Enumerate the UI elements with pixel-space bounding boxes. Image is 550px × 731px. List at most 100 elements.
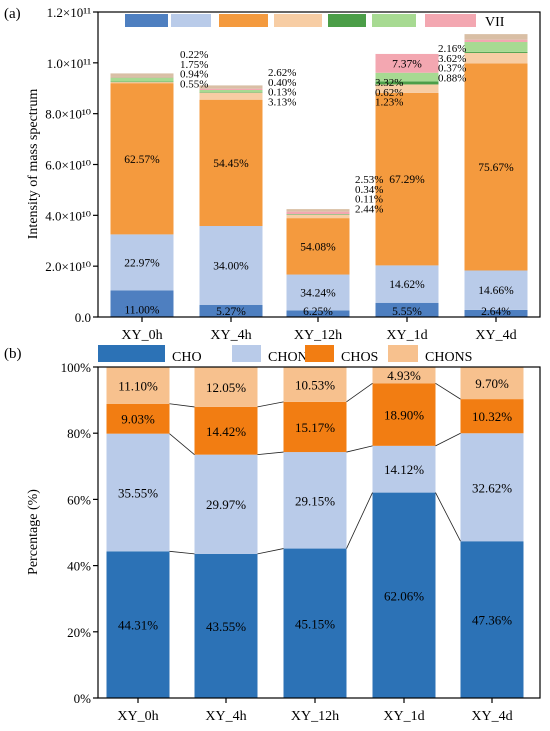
data-label: 9.70% [475, 376, 509, 391]
annotation-label: 2.62% [268, 67, 296, 79]
legend-swatch [305, 345, 334, 362]
data-label: 2.64% [481, 306, 511, 318]
annotation-label: 2.44% [355, 203, 383, 215]
bar-chon-xy_1d [372, 445, 436, 493]
data-label: 45.15% [295, 616, 335, 631]
bar-i-xy_4d [464, 309, 528, 317]
y-tick-label: 60% [67, 492, 91, 507]
annotation-label: 0.94% [180, 69, 208, 81]
bar-v-xy_12h [286, 214, 350, 215]
bar-v-xy_0h [110, 81, 174, 83]
bar-chos-xy_1d [372, 383, 436, 446]
y-tick-label: 2.0×10¹⁰ [45, 259, 91, 274]
bar-vii-xy_4d [464, 39, 528, 42]
panel-label: (a) [4, 6, 21, 22]
annotation-label: 1.75% [180, 59, 208, 71]
x-tick-label: XY_4d [475, 328, 516, 343]
bar-v-xy_4h [199, 92, 263, 93]
bar-ii-xy_1d [375, 265, 439, 303]
data-label: 29.97% [206, 497, 246, 512]
bar-i-xy_12h [286, 310, 350, 317]
legend-swatch [328, 14, 366, 27]
annotation-label: 3.62% [438, 53, 466, 65]
data-label: 67.29% [389, 174, 425, 186]
data-label: 10.32% [472, 409, 512, 424]
data-label: 14.42% [206, 424, 246, 439]
legend-label: CHONS [425, 350, 472, 365]
bar-vi-xy_0h [110, 77, 174, 82]
bar-chons-xy_0h [106, 367, 170, 404]
data-label: 12.05% [206, 380, 246, 395]
data-label: 10.53% [295, 377, 335, 392]
data-label: 11.10% [118, 378, 158, 393]
bar-cho-xy_4d [460, 541, 524, 698]
connector-line [435, 492, 461, 542]
x-tick-label: XY_1d [386, 328, 427, 343]
connector-line [346, 492, 373, 549]
data-label: 32.62% [472, 480, 512, 495]
chart-panel-2: (b) Percentage (%) XY_0h XY_4h XY_12h XY_1d XY… [4, 345, 541, 724]
bar-iv-xy_12h [286, 214, 350, 219]
bar-ii-xy_0h [110, 234, 174, 291]
bar-cho-xy_4h [194, 553, 258, 698]
bar-iii-xy_4d [464, 63, 528, 271]
data-label: 14.12% [384, 462, 424, 477]
legend-swatch [219, 14, 268, 27]
bar-chon-xy_12h [283, 452, 347, 549]
bar-ii-xy_4d [464, 270, 528, 310]
data-label: 47.36% [472, 613, 512, 628]
y-tick-label: 40% [67, 559, 91, 574]
data-label: 14.66% [478, 285, 514, 297]
y-tick-label: 6.0×10¹⁰ [45, 158, 91, 173]
x-tick-label: XY_12h [294, 328, 342, 343]
legend-label: CHO [172, 350, 202, 365]
x-tick-label: XY_1d [383, 709, 424, 724]
data-label: 54.45% [213, 158, 249, 170]
bar-chons-xy_1d [372, 366, 436, 384]
connector-line [257, 401, 284, 408]
annotation-label: 0.13% [268, 87, 296, 99]
bar-vi-xy_1d [375, 72, 439, 82]
bar-vii-xy_0h [110, 76, 174, 78]
data-label: 43.55% [206, 619, 246, 634]
legend-swatch [125, 14, 168, 27]
x-tick-label: XY_12h [291, 709, 339, 724]
y-tick-label: 100% [61, 360, 92, 375]
bar-cho-xy_1d [372, 492, 436, 698]
connector-line [169, 403, 195, 408]
bar-vii-xy_4h [199, 88, 263, 90]
annotation-label: 0.88% [438, 72, 466, 84]
bar-i-xy_4h [199, 304, 263, 317]
bar-ii-xy_4h [199, 226, 263, 305]
bar-v-xy_4d [464, 51, 528, 53]
bar-v-xy_1d [375, 81, 439, 85]
annotation-label: 0.62% [375, 87, 403, 99]
data-label: 11.00% [124, 305, 159, 317]
y-tick-label: 0.0 [75, 310, 91, 325]
legend: CHO CHON CHOS CHONS [98, 345, 472, 365]
connector-line [169, 433, 195, 455]
bar-vi-xy_4h [199, 89, 263, 93]
bar-other-xy_4h [199, 85, 263, 89]
bar-chos-xy_4h [194, 406, 258, 455]
bar-ii-xy_12h [286, 274, 350, 311]
connector-line [169, 550, 195, 555]
data-label: 7.37% [392, 58, 422, 70]
data-label: 14.62% [389, 279, 425, 291]
data-label: 4.93% [387, 368, 421, 383]
bar-iii-xy_4h [199, 99, 263, 227]
annotation-label: 0.22% [180, 49, 208, 61]
annotation-label: 0.34% [355, 184, 383, 196]
legend-swatch [372, 14, 416, 27]
connector-line [346, 445, 373, 453]
legend-swatch [232, 345, 261, 362]
annotation-label: 2.16% [438, 43, 466, 55]
annotation-label: 2.53% [355, 174, 383, 186]
x-tick-label: XY_0h [117, 709, 158, 724]
legend-label: VII [485, 15, 505, 30]
bar-vi-xy_4d [464, 41, 528, 52]
annotation-label: 0.37% [438, 63, 466, 75]
bar-chos-xy_12h [283, 401, 347, 453]
bar-other-xy_4d [464, 34, 528, 40]
